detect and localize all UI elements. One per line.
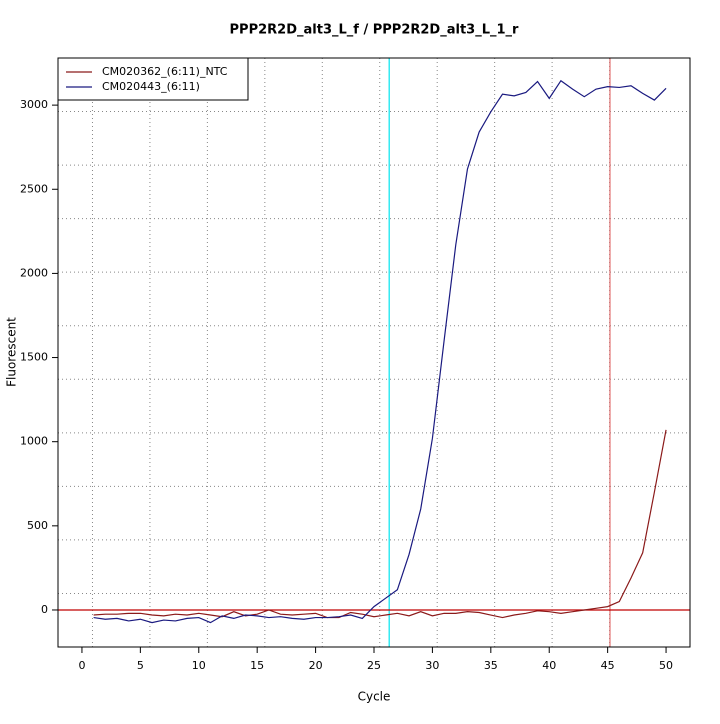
x-tick-label: 50 xyxy=(659,659,673,672)
plot-frame xyxy=(57,57,691,648)
chart-title: PPP2R2D_alt3_L_f / PPP2R2D_alt3_L_1_r xyxy=(230,23,519,38)
x-tick-label: 40 xyxy=(542,659,556,672)
y-axis-label: Fluorescent xyxy=(5,317,19,387)
y-tick-label: 3000 xyxy=(20,98,48,111)
x-tick-label: 20 xyxy=(309,659,323,672)
series-line xyxy=(93,79,667,624)
x-tick-label: 5 xyxy=(137,659,144,672)
x-tick-label: 45 xyxy=(601,659,615,672)
x-tick-label: 10 xyxy=(192,659,206,672)
y-tick-label: 1500 xyxy=(20,351,48,364)
x-tick-label: 15 xyxy=(250,659,264,672)
legend-box xyxy=(57,57,249,101)
legend-label: CM020443_(6:11) xyxy=(102,80,200,93)
x-tick-label: 35 xyxy=(484,659,498,672)
x-axis-label: Cycle xyxy=(358,690,391,704)
y-tick-label: 1000 xyxy=(20,435,48,448)
y-tick-label: 500 xyxy=(27,519,48,532)
x-tick-label: 25 xyxy=(367,659,381,672)
y-tick-label: 0 xyxy=(41,603,48,616)
y-tick-label: 2500 xyxy=(20,182,48,195)
series-line xyxy=(93,429,667,619)
x-tick-label: 0 xyxy=(78,659,85,672)
y-tick-label: 2000 xyxy=(20,266,48,279)
legend-label: CM020362_(6:11)_NTC xyxy=(102,65,228,78)
x-tick-label: 30 xyxy=(425,659,439,672)
